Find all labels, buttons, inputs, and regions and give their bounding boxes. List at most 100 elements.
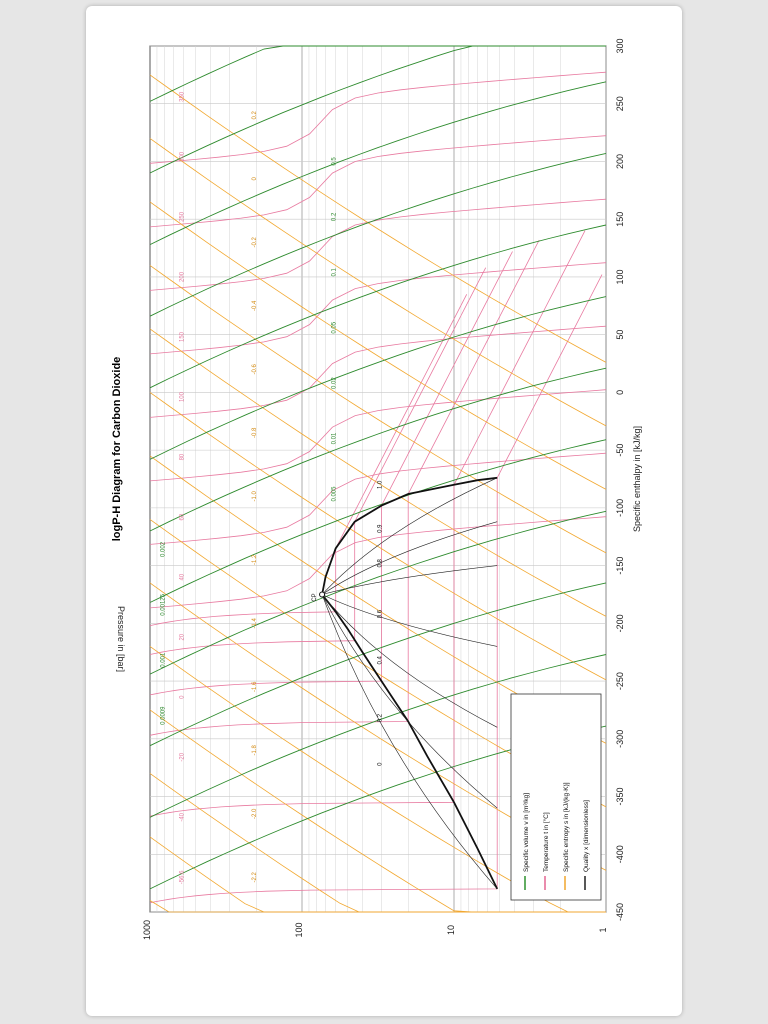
saturation-dome	[321, 476, 499, 890]
isotherm-line	[149, 198, 607, 291]
entropy-label: -2.0	[252, 808, 258, 819]
volume-label: 0.5	[332, 157, 338, 166]
entropy-label: -0.6	[252, 363, 258, 374]
temperature-label: 20	[180, 633, 186, 640]
quality-label: 0.8	[377, 558, 383, 567]
isochore-line	[149, 367, 607, 532]
enthalpy-tick-label: -150	[615, 557, 625, 575]
entropy-label: -1.8	[252, 745, 258, 756]
isochore-line	[149, 582, 607, 747]
enthalpy-tick-label: -350	[615, 788, 625, 806]
entropy-label: -1.4	[252, 618, 258, 629]
isentrope-line	[149, 74, 607, 363]
isentrope-line	[149, 201, 607, 490]
isochore-line	[149, 654, 607, 818]
quality-line	[321, 521, 498, 595]
isochore-line	[149, 152, 607, 317]
y-axis-title: Pressure in [bar]	[116, 606, 126, 672]
entropy-label: -0.4	[252, 300, 258, 311]
entropy-label: 0.2	[252, 110, 258, 119]
quality-label: 0	[377, 762, 383, 766]
isotherm-line	[149, 274, 603, 904]
enthalpy-tick-label: -250	[615, 672, 625, 690]
quality-line	[321, 594, 498, 647]
volume-label: 0.01	[332, 432, 338, 444]
enthalpy-tick-label: -450	[615, 903, 625, 921]
entropy-label: -0.2	[252, 236, 258, 247]
isochore-line	[149, 510, 607, 675]
volume-label: 0.005	[332, 486, 338, 502]
pressure-tick-label: 10	[446, 925, 456, 935]
isotherm-line	[149, 230, 586, 817]
temperature-label: -40	[180, 812, 186, 821]
temperature-label: 250	[180, 211, 186, 222]
legend-box	[510, 693, 602, 901]
isotherm-line	[149, 389, 607, 482]
isotherm-line	[149, 452, 607, 545]
enthalpy-tick-label: -300	[615, 730, 625, 748]
x-axis-title: Specific enthalpy in [kJ/kg]	[632, 426, 642, 532]
temperature-label: 200	[180, 271, 186, 282]
quality-label: 0.4	[377, 655, 383, 664]
enthalpy-tick-label: -200	[615, 614, 625, 632]
isochore-line	[149, 45, 606, 102]
entropy-label: -2.2	[252, 872, 258, 883]
pressure-tick-label: 100	[294, 922, 304, 937]
temperature-label: 0	[180, 695, 186, 699]
quality-line	[321, 477, 498, 595]
pressure-tick-label: 1	[598, 927, 608, 932]
isentrope-line	[149, 265, 607, 554]
enthalpy-tick-label: 150	[615, 212, 625, 227]
isotherm-line	[149, 325, 607, 418]
enthalpy-tick-label: 0	[615, 390, 625, 395]
isotherm-line	[149, 516, 607, 609]
volume-label: 0.2	[332, 212, 338, 221]
temperature-label: 100	[180, 391, 186, 402]
volume-label: 0.02	[332, 377, 338, 389]
enthalpy-tick-label: -100	[615, 499, 625, 517]
quality-line	[321, 594, 498, 728]
volume-label: 0.0009	[161, 706, 167, 725]
temperature-label: 300	[180, 151, 186, 162]
isochore-line	[149, 81, 607, 246]
quality-label: 0.9	[377, 524, 383, 533]
temperature-label: -20	[180, 752, 186, 761]
isentrope-line	[149, 138, 607, 427]
legend-label: Quality x [dimensionless]	[583, 800, 590, 872]
temperature-label: 150	[180, 331, 186, 342]
entropy-label: -1.0	[252, 490, 258, 501]
isotherm-line	[149, 135, 607, 228]
chart-title: logP-H Diagram for Carbon Dioxide	[111, 357, 123, 542]
quality-line	[321, 594, 498, 890]
isotherm-line	[149, 262, 607, 355]
entropy-label: -0.8	[252, 427, 258, 438]
legend-label: Temperature t in [°C]	[542, 812, 550, 872]
volume-label: 0.002	[161, 541, 167, 557]
isochore-line	[149, 296, 607, 460]
quality-label: 0.6	[377, 609, 383, 618]
quality-line	[322, 565, 498, 595]
enthalpy-tick-label: 200	[615, 154, 625, 169]
enthalpy-tick-label: 250	[615, 96, 625, 111]
isotherm-line	[149, 267, 487, 655]
isentrope-line	[149, 709, 606, 913]
enthalpy-tick-label: -400	[615, 845, 625, 863]
volume-label: 0.05	[332, 321, 338, 333]
isotherm-line	[149, 251, 513, 696]
isentrope-line	[149, 392, 607, 681]
volume-label: 0.00125	[161, 593, 167, 615]
entropy-label: 0	[252, 176, 258, 180]
temperature-label: 60	[180, 513, 186, 520]
isentrope-line	[149, 328, 607, 617]
isochore-line	[149, 439, 607, 603]
volume-label: 0.001	[161, 652, 167, 668]
legend-label: Specific volume v in [m³/kg]	[523, 793, 530, 872]
enthalpy-tick-label: -50	[615, 444, 625, 457]
temperature-label: 40	[180, 573, 186, 580]
pressure-tick-label: 1000	[142, 920, 152, 940]
temperature-label: -56.6	[180, 870, 186, 884]
entropy-label: -1.6	[252, 681, 258, 692]
enthalpy-tick-label: 100	[615, 269, 625, 284]
isotherm-line	[149, 294, 468, 626]
